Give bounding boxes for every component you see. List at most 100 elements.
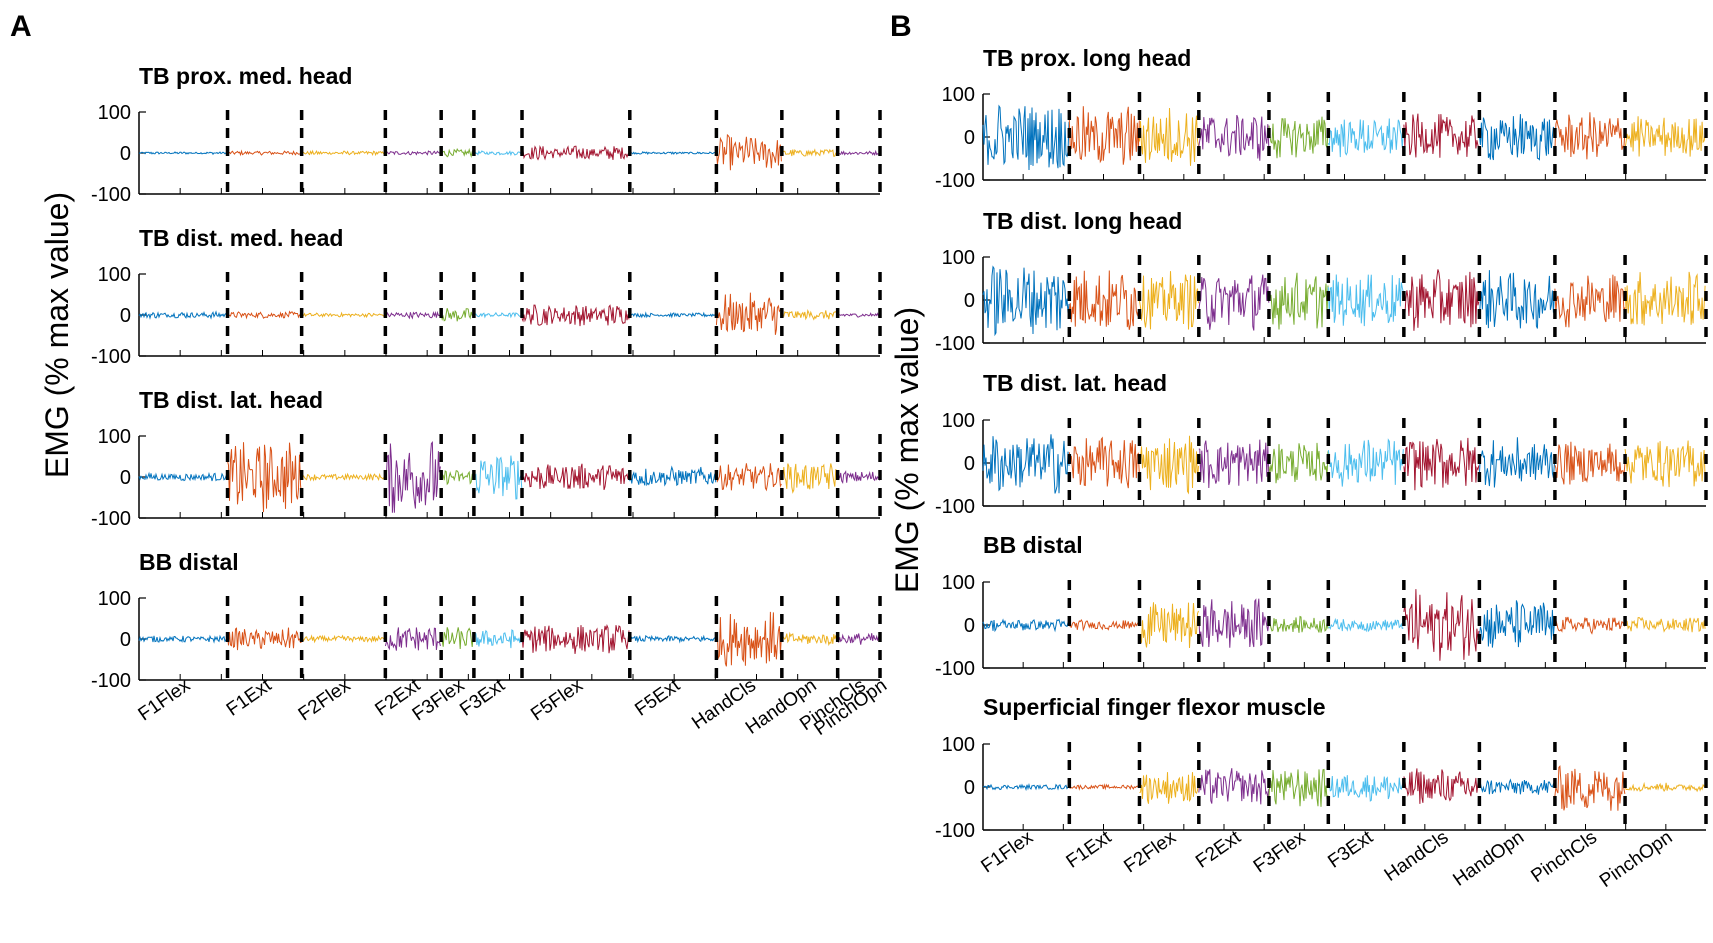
y-tick-label: 0 xyxy=(964,127,975,149)
emg-trace-F3Ext xyxy=(1327,274,1404,327)
emg-trace-HandCls xyxy=(1403,113,1480,158)
emg-trace-F2Ext xyxy=(384,150,441,156)
emg-trace-F5Ext xyxy=(629,311,716,319)
y-tick-label: 100 xyxy=(98,264,131,286)
emg-trace-F1Ext xyxy=(1068,106,1140,165)
subplot-panel-b-0: TB prox. long head 100 0 -100 xyxy=(935,45,1708,192)
emg-trace-PinchCls xyxy=(837,312,881,318)
y-tick-label: 0 xyxy=(964,777,975,799)
subplot-title: TB dist. med. head xyxy=(139,225,343,251)
emg-trace-F3Flex xyxy=(441,147,474,159)
emg-trace-F3Flex xyxy=(1268,116,1329,159)
category-label-F3Ext: F3Ext xyxy=(1324,826,1377,872)
subplot-title: TB dist. lat. head xyxy=(983,370,1167,396)
emg-trace-HandCls xyxy=(1403,768,1480,804)
y-tick-label: -100 xyxy=(935,658,975,680)
y-tick-label: 100 xyxy=(942,247,975,269)
y-tick-label: 0 xyxy=(120,467,131,489)
emg-trace-F3Ext xyxy=(473,311,523,319)
y-axis-label-a: EMG (% max value) xyxy=(39,192,75,478)
emg-trace-F1Flex xyxy=(982,618,1070,633)
emg-trace-F2Flex xyxy=(1139,271,1199,330)
subplot-panel-b-4: Superficial finger flexor muscle 100 0 -100 xyxy=(935,694,1708,842)
panel-label-a: A xyxy=(10,10,32,43)
emg-trace-F2Ext xyxy=(385,310,441,320)
category-label-F2Ext: F2Ext xyxy=(1192,826,1245,872)
emg-trace-F2Ext xyxy=(1198,114,1270,161)
emg-trace-F1Ext xyxy=(1068,619,1140,632)
subplot-title: TB prox. long head xyxy=(983,45,1191,71)
y-axis-label-b: EMG (% max value) xyxy=(889,307,925,593)
category-label-HandCls: HandCls xyxy=(1381,827,1453,886)
emg-trace-HandCls xyxy=(715,133,782,171)
subplot-title: BB distal xyxy=(983,532,1083,558)
emg-trace-F2Flex xyxy=(1139,435,1199,495)
emg-trace-F1Flex xyxy=(982,434,1070,494)
emg-trace-F2Ext xyxy=(1198,439,1270,489)
emg-trace-F5Ext xyxy=(629,465,717,487)
emg-trace-F5Flex xyxy=(521,304,630,327)
emg-trace-F2Flex xyxy=(301,634,385,644)
emg-trace-F3Flex xyxy=(1268,615,1329,633)
emg-trace-PinchOpn xyxy=(1624,116,1706,157)
y-tick-label: 0 xyxy=(964,615,975,637)
emg-trace-F2Ext xyxy=(1198,768,1270,805)
category-label-F2Flex: F2Flex xyxy=(1120,827,1180,878)
panel-label-b: B xyxy=(890,10,912,43)
emg-trace-F1Ext xyxy=(1068,270,1140,330)
category-label-F5Flex: F5Flex xyxy=(527,675,587,726)
y-tick-label: 100 xyxy=(942,572,975,594)
emg-trace-F3Ext xyxy=(1327,438,1404,487)
emg-trace-F3Flex xyxy=(440,627,474,650)
emg-trace-PinchCls xyxy=(837,470,881,484)
subplot-panel-a-1: TB dist. med. head 100 0 -100 xyxy=(91,225,882,368)
emg-trace-F1Flex xyxy=(982,265,1070,337)
emg-trace-HandCls xyxy=(715,292,782,335)
emg-trace-HandOpn xyxy=(1478,114,1555,161)
emg-trace-F5Flex xyxy=(521,145,630,161)
emg-trace-F1Ext xyxy=(227,442,302,513)
category-label-F1Flex: F1Flex xyxy=(135,675,195,726)
emg-trace-F2Flex xyxy=(1139,107,1199,166)
emg-trace-F3Ext xyxy=(473,629,523,649)
y-tick-label: 100 xyxy=(942,734,975,756)
y-tick-label: 100 xyxy=(98,588,131,610)
subplot-title: BB distal xyxy=(139,549,239,575)
y-tick-label: 100 xyxy=(98,426,131,448)
subplot-title: TB dist. lat. head xyxy=(139,387,323,413)
category-label-F1Ext: F1Ext xyxy=(223,674,276,720)
emg-trace-F1Flex xyxy=(138,634,228,644)
emg-trace-F1Flex xyxy=(138,310,228,320)
emg-trace-HandOpn xyxy=(1478,270,1555,329)
subplot-panel-b-2: TB dist. lat. head 100 0 -100 xyxy=(935,370,1708,518)
subplot-panel-a-0: TB prox. med. head 100 0 -100 xyxy=(91,63,882,206)
y-tick-label: -100 xyxy=(935,496,975,518)
emg-trace-F5Ext xyxy=(629,634,716,644)
y-tick-label: -100 xyxy=(91,508,131,530)
emg-trace-HandCls xyxy=(1403,437,1480,491)
emg-trace-F2Ext xyxy=(1198,598,1270,648)
emg-trace-F3Flex xyxy=(1268,272,1329,330)
y-tick-label: -100 xyxy=(935,170,975,192)
category-label-F3Flex: F3Flex xyxy=(1250,827,1310,878)
emg-trace-F3Ext xyxy=(473,455,523,500)
emg-trace-F1Flex xyxy=(138,151,227,156)
emg-trace-F3Ext xyxy=(1328,617,1404,633)
emg-trace-F2Flex xyxy=(301,311,386,319)
emg-trace-F2Flex xyxy=(1139,772,1199,804)
emg-trace-HandOpn xyxy=(781,631,838,647)
emg-trace-HandCls xyxy=(1403,269,1480,331)
emg-trace-F2Flex xyxy=(301,472,386,482)
y-tick-label: -100 xyxy=(91,670,131,692)
y-tick-label: -100 xyxy=(91,346,131,368)
emg-trace-F5Flex xyxy=(521,463,630,491)
y-tick-label: -100 xyxy=(935,820,975,842)
emg-trace-PinchOpn xyxy=(1624,781,1706,793)
emg-trace-PinchCls xyxy=(1554,765,1626,811)
emg-trace-F3Flex xyxy=(1268,768,1329,807)
emg-trace-HandOpn xyxy=(781,309,838,321)
emg-trace-HandCls xyxy=(715,463,782,492)
emg-trace-F1Flex xyxy=(138,471,228,482)
